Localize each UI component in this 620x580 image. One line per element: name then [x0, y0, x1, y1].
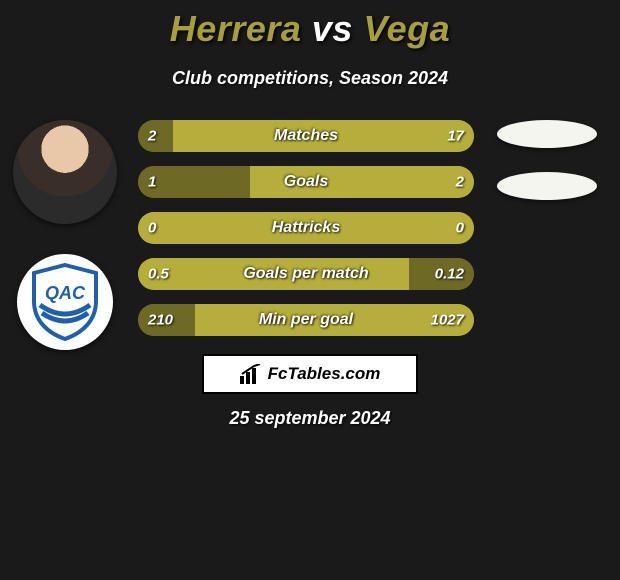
stat-row: Hattricks00 — [138, 212, 474, 244]
left-column: QAC — [6, 120, 124, 350]
svg-text:QAC: QAC — [45, 283, 86, 303]
stat-seg-left — [138, 258, 409, 290]
vs-label: vs — [312, 8, 353, 49]
stat-row: Matches217 — [138, 120, 474, 152]
subtitle: Club competitions, Season 2024 — [0, 68, 620, 89]
stat-row: Min per goal2101027 — [138, 304, 474, 336]
date-label: 25 september 2024 — [0, 408, 620, 429]
player1-name: Herrera — [170, 8, 302, 49]
stat-seg-right — [409, 258, 474, 290]
right-column — [488, 120, 606, 224]
shield-icon: QAC — [30, 263, 100, 341]
player2-name: Vega — [363, 8, 450, 49]
stat-seg-right — [250, 166, 474, 198]
club-badge: QAC — [17, 254, 113, 350]
stat-row: Goals per match0.50.12 — [138, 258, 474, 290]
stat-seg-left — [138, 304, 195, 336]
stat-seg-left — [138, 212, 474, 244]
stat-seg-left — [138, 120, 173, 152]
player-avatar — [13, 120, 117, 224]
opponent-placeholder — [497, 120, 597, 148]
comparison-card: Herrera vs Vega Club competitions, Seaso… — [0, 0, 620, 580]
stat-bars: Matches217 Goals12 Hattricks00 Goals per ma… — [138, 120, 474, 350]
source-logo: FcTables.com — [202, 354, 418, 394]
stat-seg-right — [195, 304, 474, 336]
page-title: Herrera vs Vega — [0, 0, 620, 50]
source-logo-text: FcTables.com — [268, 364, 381, 384]
stat-seg-left — [138, 166, 250, 198]
chart-icon — [240, 364, 262, 384]
stat-seg-right — [173, 120, 474, 152]
stat-row: Goals12 — [138, 166, 474, 198]
opponent-placeholder — [497, 172, 597, 200]
